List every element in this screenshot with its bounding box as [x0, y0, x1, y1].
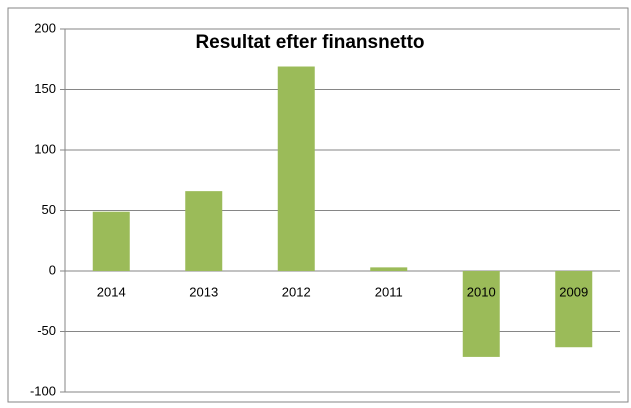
y-tick-label: 0: [49, 262, 56, 277]
y-tick-label: 50: [42, 202, 56, 217]
bar: [370, 267, 408, 271]
y-tick-label: -100: [30, 383, 56, 398]
bar: [462, 271, 500, 357]
y-tick-label: 150: [34, 81, 56, 96]
bar: [277, 66, 315, 271]
chart-border: [7, 7, 629, 403]
x-tick-label: 2014: [97, 284, 126, 299]
x-tick-label: 2013: [189, 284, 218, 299]
x-tick-label: 2009: [559, 284, 588, 299]
bar: [185, 191, 223, 271]
x-tick-label: 2010: [467, 284, 496, 299]
chart-title: Resultat efter finansnetto: [195, 32, 424, 53]
x-tick-label: 2011: [375, 284, 403, 299]
y-tick-label: -50: [37, 323, 56, 338]
x-tick-label: 2012: [282, 284, 311, 299]
bar: [555, 271, 593, 348]
y-tick-label: 200: [34, 20, 56, 35]
y-tick-label: 100: [34, 141, 56, 156]
bar: [92, 211, 130, 271]
